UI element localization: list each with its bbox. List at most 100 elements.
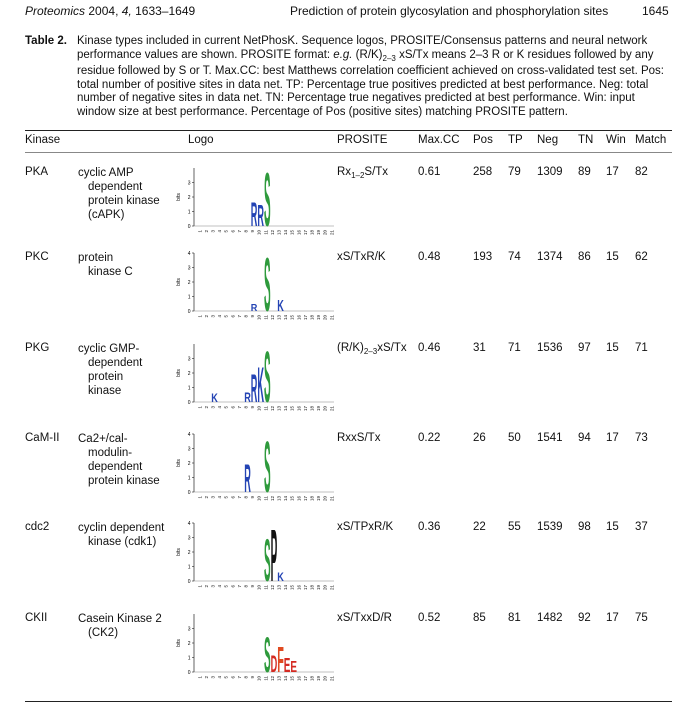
logo-position: 21 <box>329 230 334 236</box>
logo-position: 12 <box>270 315 275 321</box>
cell-tp: 79 <box>508 166 521 178</box>
logo-letter: R <box>257 200 264 233</box>
logo-position: 11 <box>263 585 268 590</box>
logo-position: 3 <box>211 230 216 233</box>
logo-position: 11 <box>263 676 268 681</box>
logo-axis-label: bits <box>176 369 182 377</box>
kinase: PKA <box>25 166 49 178</box>
logo-letter: K <box>277 297 284 315</box>
logo-position: 8 <box>244 676 249 679</box>
kinase-name: protein kinase C <box>78 251 133 279</box>
logo-position: 1 <box>197 585 202 588</box>
logo-position: 20 <box>323 585 328 591</box>
logo-position: 3 <box>211 676 216 679</box>
kinase-name: Casein Kinase 2 (CK2) <box>78 612 162 640</box>
logo-tick-label: 2 <box>188 550 191 556</box>
kinase: CaM-II <box>25 432 60 444</box>
journal: Proteomics <box>25 4 86 18</box>
logo-position: 5 <box>224 585 229 588</box>
logo-tick-label: 3 <box>188 626 191 632</box>
logo-position: 17 <box>303 496 308 502</box>
prosite-part: xS/TxxD/R <box>337 612 392 624</box>
logo-position: 15 <box>290 585 295 591</box>
logo-tick-label: 4 <box>188 251 191 257</box>
logo-position: 2 <box>204 496 209 499</box>
prosite-part: xS/TPxR/K <box>337 521 394 533</box>
name-line: protein <box>78 252 114 264</box>
logo-position: 9 <box>250 676 255 679</box>
prosite: xS/TPxR/K <box>337 521 393 533</box>
column-header: Match <box>635 134 667 146</box>
cell-neg: 1539 <box>537 521 563 533</box>
prosite-part: (R/K) <box>337 342 364 354</box>
prosite: (R/K)2–3xS/Tx <box>337 342 407 356</box>
logo-position: 4 <box>217 406 222 409</box>
logo-letter: R <box>244 456 251 501</box>
logo-position: 5 <box>224 406 229 409</box>
cell-neg: 1541 <box>537 432 563 444</box>
cell-tn: 97 <box>578 342 591 354</box>
cell-tp: 74 <box>508 251 521 263</box>
logo-tick-label: 0 <box>188 224 191 230</box>
logo-position: 21 <box>329 676 334 682</box>
column-header: Max.CC <box>418 134 460 146</box>
logo-position: 18 <box>310 406 315 412</box>
logo-letter: F <box>277 639 284 680</box>
prosite-part: Rx <box>337 166 352 178</box>
logo-position: 19 <box>316 315 321 321</box>
logo-position: 19 <box>316 585 321 591</box>
column-header: Logo <box>188 134 214 146</box>
cell-win: 17 <box>606 166 619 178</box>
rule <box>25 130 672 131</box>
logo-position: 11 <box>263 406 268 411</box>
logo-axis-label: bits <box>176 278 182 286</box>
logo-position: 6 <box>230 496 235 499</box>
caption-text: (R/K) <box>352 48 383 61</box>
logo-position: 6 <box>230 315 235 318</box>
cell-tn: 92 <box>578 612 591 624</box>
cell-neg: 1482 <box>537 612 563 624</box>
logo-position: 17 <box>303 406 308 412</box>
name-line: kinase C <box>88 266 133 278</box>
running-title: Prediction of protein glycosylation and … <box>290 4 609 18</box>
logo-position: 4 <box>217 585 222 588</box>
logo-position: 2 <box>204 230 209 233</box>
kinase: PKG <box>25 342 50 354</box>
name-line: kinase <box>88 385 122 397</box>
column-header: TP <box>508 134 523 146</box>
pages: 1633–1649 <box>135 4 196 18</box>
logo-position: 15 <box>290 496 295 502</box>
logo-position: 18 <box>310 496 315 502</box>
logo-position: 1 <box>197 676 202 679</box>
logo-tick-label: 1 <box>188 564 191 570</box>
logo-position: 20 <box>323 676 328 682</box>
logo-position: 12 <box>270 496 275 502</box>
prosite-part: RxxS/Tx <box>337 432 381 444</box>
logo-position: 18 <box>310 585 315 591</box>
logo-position: 20 <box>323 406 328 412</box>
logo-position: 4 <box>217 315 222 318</box>
logo-position: 12 <box>270 406 275 412</box>
logo-position: 11 <box>263 230 268 235</box>
logo-position: 15 <box>290 676 295 682</box>
prosite-part: 2–3 <box>363 347 378 356</box>
logo-position: 16 <box>296 676 301 682</box>
name-line: dependent <box>88 461 143 473</box>
logo-letter: S <box>264 247 271 328</box>
logo-position: 8 <box>244 585 249 588</box>
logo-position: 3 <box>211 496 216 499</box>
logo-position: 20 <box>323 496 328 502</box>
cell-tn: 89 <box>578 166 591 178</box>
logo-position: 19 <box>316 676 321 682</box>
kinase-name: cyclin dependent kinase (cdk1) <box>78 521 164 549</box>
name-line: protein kinase <box>88 475 160 487</box>
column-header: Neg <box>537 134 559 146</box>
name-line: cyclin dependent <box>78 522 165 534</box>
logo-position: 6 <box>230 230 235 233</box>
logo-position: 5 <box>224 315 229 318</box>
logo-position: 9 <box>250 230 255 233</box>
logo-position: 10 <box>257 406 262 412</box>
logo-position: 12 <box>270 230 275 236</box>
column-header: Pos <box>473 134 493 146</box>
